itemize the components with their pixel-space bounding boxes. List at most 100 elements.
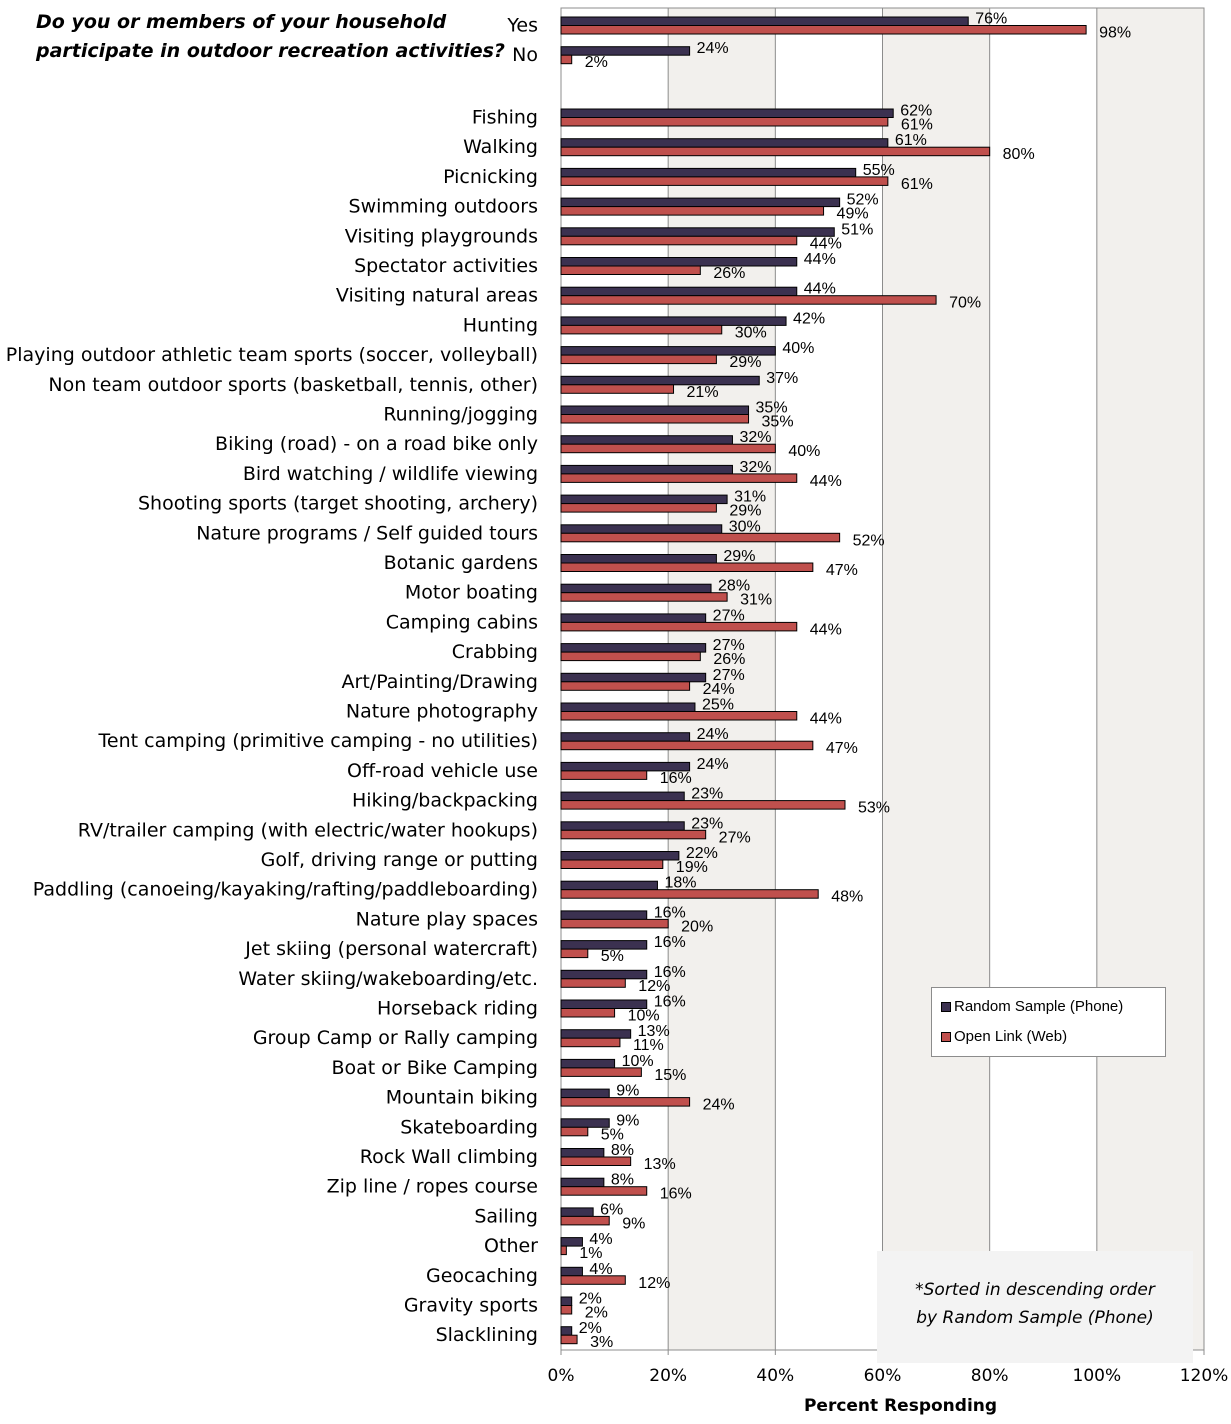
bar-web	[560, 1097, 691, 1107]
data-label-phone: 44%	[804, 251, 836, 268]
category-label: Sailing	[474, 1205, 538, 1227]
category-label: Crabbing	[452, 641, 538, 663]
bar-phone	[560, 969, 648, 980]
data-label-web: 44%	[810, 711, 842, 728]
bar-phone	[560, 375, 760, 386]
category-label: Boat or Bike Camping	[332, 1057, 539, 1079]
bar-phone	[560, 732, 691, 742]
category-label: Fishing	[472, 107, 538, 129]
category-label: Off-road vehicle use	[347, 760, 538, 782]
bar-phone	[560, 494, 728, 505]
data-label-phone: 2%	[579, 1291, 602, 1308]
bar-web	[560, 265, 701, 275]
data-label-web: 10%	[628, 1008, 660, 1025]
category-label: Skateboarding	[400, 1116, 538, 1138]
data-label-phone: 22%	[686, 845, 718, 862]
data-label-web: 80%	[1003, 146, 1035, 163]
bar-web	[560, 324, 723, 335]
bar-web	[560, 54, 573, 65]
data-label-web: 2%	[585, 54, 608, 71]
legend-swatch-phone	[941, 1001, 951, 1012]
data-label-web: 5%	[601, 1126, 624, 1143]
bar-phone	[560, 672, 707, 683]
bar-web	[560, 176, 889, 186]
data-label-phone: 9%	[616, 1112, 639, 1129]
bar-phone	[560, 16, 969, 26]
category-label: Swimming outdoors	[349, 196, 538, 218]
bar-web	[560, 206, 825, 216]
data-label-phone: 13%	[638, 1023, 670, 1040]
bar-web	[560, 1275, 626, 1285]
data-label-phone: 61%	[895, 132, 927, 149]
data-label-web: 61%	[901, 117, 933, 134]
bar-phone	[560, 1237, 583, 1247]
category-label: Nature programs / Self guided tours	[196, 522, 538, 544]
data-label-web: 44%	[810, 621, 842, 638]
data-label-phone: 24%	[697, 726, 729, 743]
bar-web	[560, 473, 798, 483]
data-label-phone: 55%	[863, 162, 895, 179]
bar-phone	[560, 851, 680, 861]
data-label-web: 47%	[826, 562, 858, 579]
category-label: Non team outdoor sports (basketball, ten…	[48, 374, 538, 396]
bar-web	[560, 117, 889, 127]
data-label-web: 49%	[837, 206, 869, 223]
category-label: Zip line / ropes course	[327, 1176, 538, 1198]
bar-phone	[560, 286, 798, 297]
bar-phone	[560, 405, 750, 415]
bar-phone	[560, 1088, 610, 1099]
category-label: Bird watching / wildlife viewing	[243, 463, 538, 485]
data-label-web: 9%	[622, 1215, 645, 1232]
bar-phone	[560, 435, 733, 445]
category-label: Jet skiing (personal watercraft)	[244, 938, 538, 960]
category-label: Water skiing/wakeboarding/etc.	[238, 968, 538, 990]
data-label-phone: 31%	[734, 489, 766, 506]
x-tick-label: 0%	[548, 1366, 575, 1386]
category-label: Walking	[463, 136, 538, 158]
legend-item-phone: Random Sample (Phone)	[941, 998, 1123, 1015]
category-label: Biking (road) - on a road bike only	[215, 433, 538, 455]
data-label-phone: 4%	[589, 1261, 612, 1278]
x-axis-title: Percent Responding	[803, 1396, 998, 1416]
data-label-phone: 32%	[739, 429, 771, 446]
data-label-phone: 8%	[611, 1172, 634, 1189]
bar-web	[560, 711, 798, 721]
category-label: Hiking/backpacking	[352, 790, 538, 812]
data-label-phone: 18%	[664, 875, 696, 892]
bar-phone	[560, 1029, 632, 1039]
x-tick-label: 100%	[1073, 1366, 1122, 1386]
bar-phone	[560, 821, 685, 831]
data-label-web: 35%	[762, 414, 794, 431]
data-label-phone: 9%	[616, 1083, 639, 1100]
bar-phone	[560, 791, 685, 802]
bar-web	[560, 770, 648, 780]
bar-web	[560, 562, 814, 572]
data-label-phone: 16%	[654, 994, 686, 1011]
category-label: Gravity sports	[404, 1295, 538, 1317]
bar-web	[560, 1126, 589, 1137]
bar-phone	[560, 464, 733, 475]
x-tick-label: 40%	[756, 1366, 794, 1386]
x-tick-label: 80%	[971, 1366, 1009, 1386]
sort-note-line-1: *Sorted in descending order	[915, 1280, 1155, 1300]
category-label: Group Camp or Rally camping	[253, 1027, 538, 1049]
data-label-web: 2%	[585, 1305, 608, 1322]
category-label: Slacklining	[436, 1324, 538, 1346]
category-label: Horseback riding	[377, 998, 538, 1020]
bar-phone	[560, 197, 841, 208]
data-label-web: 31%	[740, 592, 772, 609]
bar-web	[560, 740, 814, 751]
data-label-phone: 25%	[702, 697, 734, 714]
category-label: Yes	[506, 15, 538, 37]
data-label-phone: 23%	[691, 786, 723, 803]
bar-phone	[560, 1296, 573, 1306]
bar-web	[560, 651, 701, 662]
data-label-web: 98%	[1099, 25, 1131, 42]
bar-web	[560, 1156, 632, 1166]
x-tick-label: 120%	[1180, 1366, 1229, 1386]
data-label-web: 12%	[638, 978, 670, 995]
bar-phone	[560, 1207, 594, 1217]
legend-item-web: Open Link (Web)	[941, 1028, 1067, 1045]
data-label-web: 24%	[703, 681, 735, 698]
category-label: Hunting	[463, 314, 538, 336]
